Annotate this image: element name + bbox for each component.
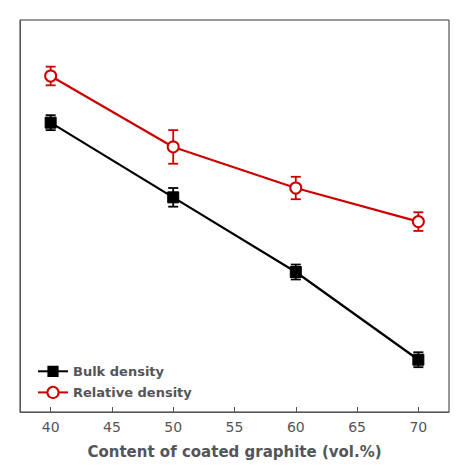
svg-text:55: 55	[226, 419, 244, 435]
svg-text:Bulk density: Bulk density	[73, 364, 165, 379]
svg-text:70: 70	[409, 419, 427, 435]
svg-text:Relative density: Relative density	[73, 385, 192, 400]
svg-text:65: 65	[348, 419, 366, 435]
svg-text:45: 45	[103, 419, 121, 435]
svg-text:40: 40	[42, 419, 60, 435]
svg-text:50: 50	[164, 419, 182, 435]
svg-text:60: 60	[287, 419, 305, 435]
svg-text:Content of coated graphite (vo: Content of coated graphite (vol.%)	[87, 443, 381, 461]
